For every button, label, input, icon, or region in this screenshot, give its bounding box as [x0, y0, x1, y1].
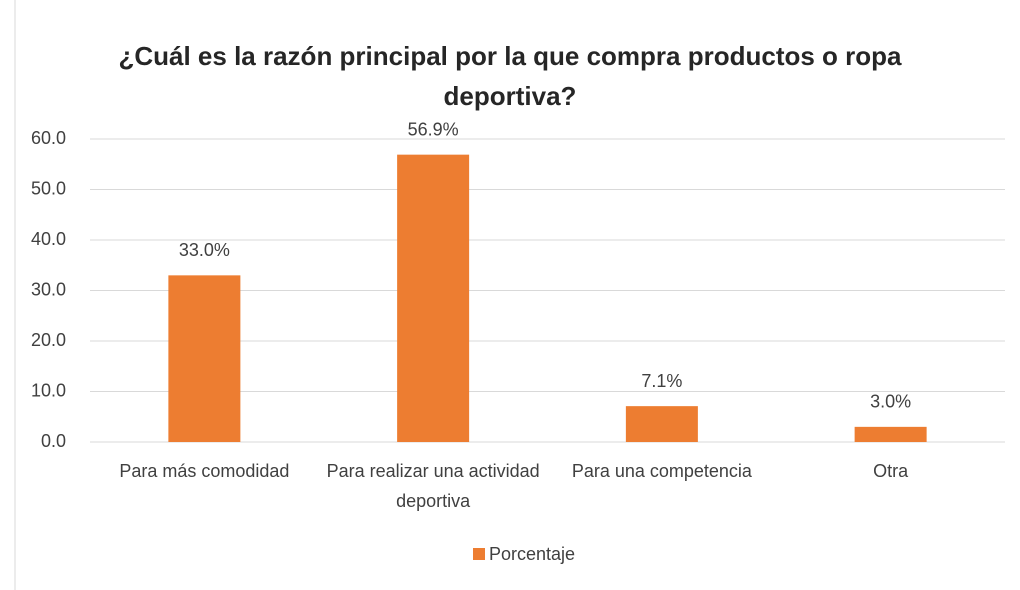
y-tick-label: 20.0: [31, 330, 66, 350]
x-tick-label: Para realizar una actividad deportiva: [326, 461, 540, 511]
bar: [168, 275, 241, 442]
bar: [625, 406, 698, 442]
data-label: 7.1%: [641, 371, 682, 391]
data-label: 33.0%: [179, 240, 230, 260]
x-tick-label: Para más comodidad: [119, 461, 290, 481]
y-tick-label: 0.0: [41, 431, 66, 451]
data-label: 56.9%: [408, 119, 459, 139]
legend-label: Porcentaje: [489, 544, 575, 564]
x-tick-label: Para una competencia: [571, 461, 752, 481]
bar: [397, 154, 470, 442]
x-tick-label: Otra: [873, 461, 909, 481]
chart-title: ¿Cuál es la razón principal por la que c…: [118, 41, 902, 111]
legend-swatch: [473, 548, 485, 560]
y-tick-label: 40.0: [31, 229, 66, 249]
bar: [854, 426, 927, 442]
y-tick-label: 10.0: [31, 380, 66, 400]
y-tick-label: 50.0: [31, 178, 66, 198]
y-tick-label: 30.0: [31, 279, 66, 299]
y-tick-label: 60.0: [31, 128, 66, 148]
data-label: 3.0%: [870, 392, 911, 412]
